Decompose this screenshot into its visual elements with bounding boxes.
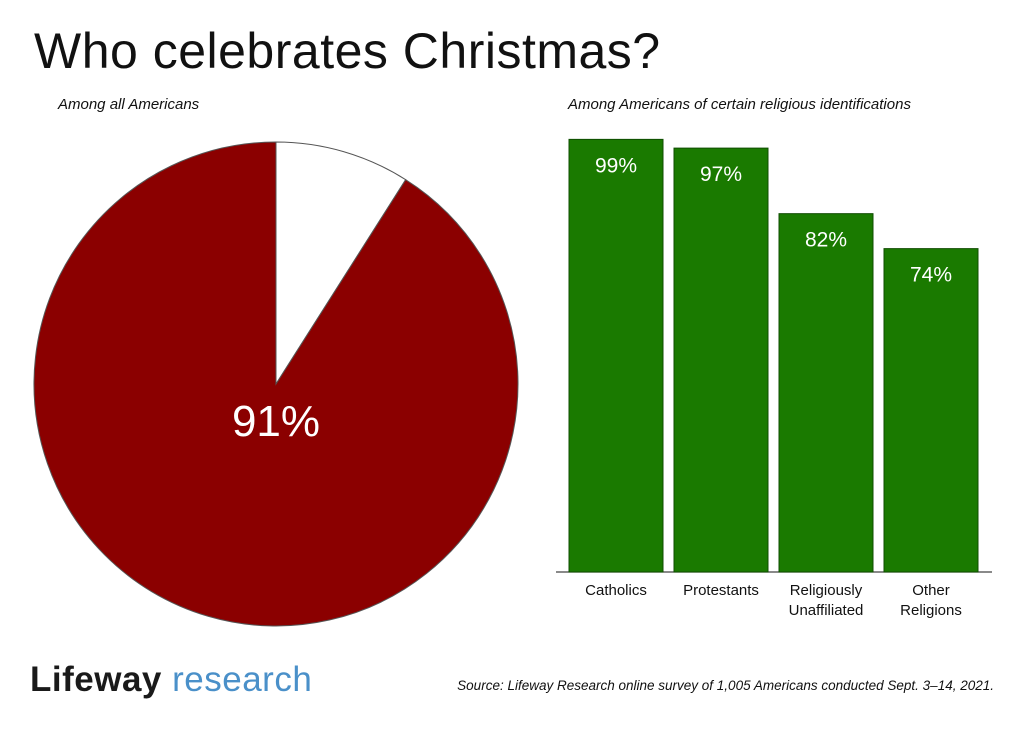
- category-label: Religions: [900, 602, 962, 619]
- pie-subtitle: Among all Americans: [58, 96, 200, 113]
- bar-value-label: 97%: [700, 163, 742, 186]
- category-label: Protestants: [683, 582, 759, 599]
- pie-slice-celebrates: [33, 141, 519, 627]
- lifeway-research-logo: Lifeway research: [30, 660, 312, 700]
- source-note: Source: Lifeway Research online survey o…: [457, 678, 994, 693]
- category-label: Catholics: [585, 582, 647, 599]
- category-label: Other: [912, 582, 950, 599]
- pie-chart: 91%: [33, 141, 519, 627]
- bar-subtitle: Among Americans of certain religious ide…: [568, 96, 911, 113]
- bar-value-label: 99%: [595, 154, 637, 177]
- category-label: Religiously: [790, 582, 863, 599]
- bar-value-label: 82%: [805, 229, 847, 252]
- bar: [778, 213, 874, 573]
- bar-value-label: 74%: [910, 264, 952, 287]
- pie-slice-other: [275, 141, 407, 386]
- bar-chart: 99% Catholics 97% Protestants 82% Religiously…: [556, 138, 992, 619]
- pie-value-label: 91%: [232, 397, 320, 446]
- category-label: Unaffiliated: [789, 602, 864, 619]
- logo-word-lifeway: Lifeway: [30, 660, 162, 699]
- logo-word-research: research: [172, 660, 313, 699]
- bar: [673, 147, 769, 573]
- bar: [883, 248, 979, 573]
- chart-title: Who celebrates Christmas?: [34, 23, 661, 79]
- bar: [568, 138, 664, 573]
